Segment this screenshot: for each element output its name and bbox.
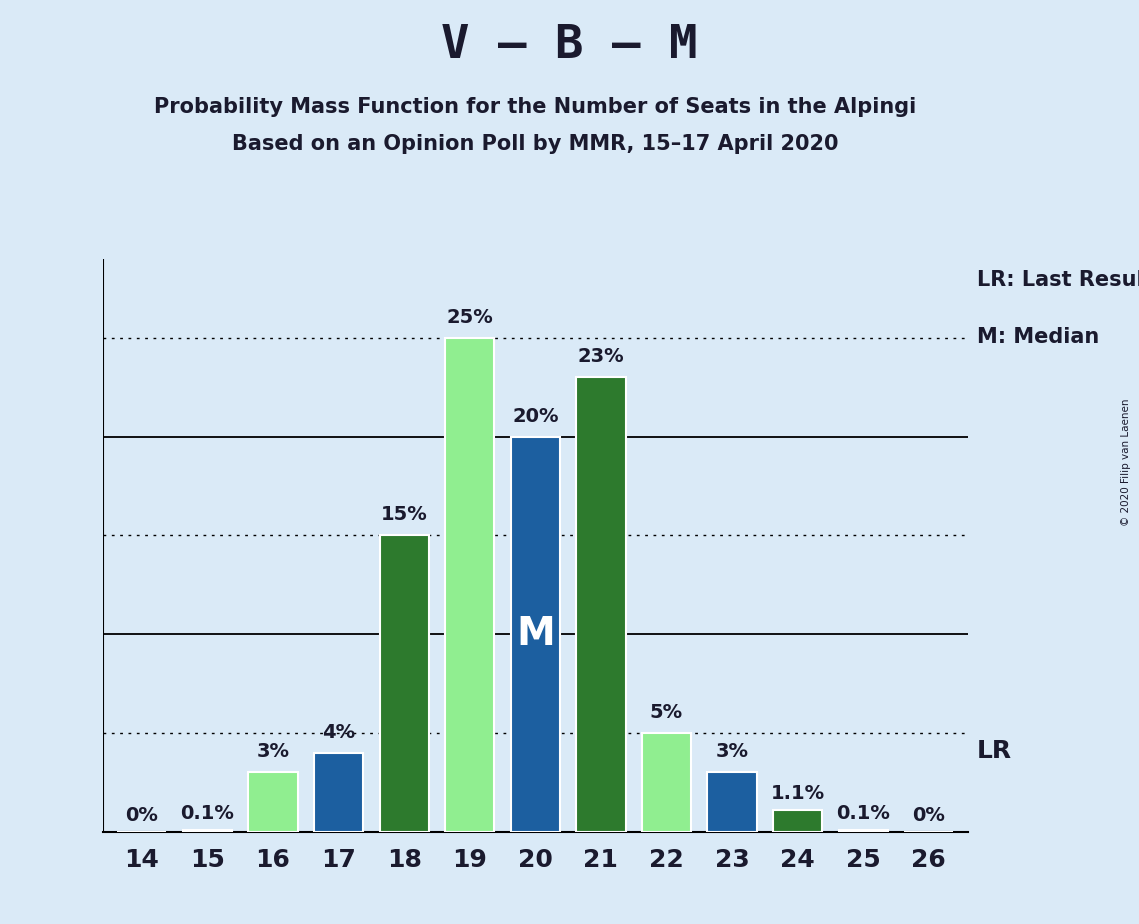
Text: 0%: 0% — [912, 806, 945, 825]
Text: © 2020 Filip van Laenen: © 2020 Filip van Laenen — [1121, 398, 1131, 526]
Bar — [314, 752, 363, 832]
Text: 1.1%: 1.1% — [771, 784, 825, 803]
Bar — [379, 535, 428, 832]
Bar — [183, 830, 232, 832]
Text: 5%: 5% — [650, 703, 683, 722]
Bar — [576, 377, 625, 832]
Text: 3%: 3% — [715, 743, 748, 761]
Bar — [445, 338, 494, 832]
Text: M: M — [516, 615, 555, 653]
Bar — [510, 436, 560, 832]
Text: 0.1%: 0.1% — [180, 804, 235, 822]
Text: Probability Mass Function for the Number of Seats in the Alpingi: Probability Mass Function for the Number… — [154, 97, 917, 117]
Text: 0%: 0% — [125, 806, 158, 825]
Text: 3%: 3% — [256, 743, 289, 761]
Text: 20%: 20% — [513, 407, 558, 426]
Text: 25%: 25% — [446, 308, 493, 327]
Text: M: Median: M: Median — [977, 327, 1099, 347]
Bar — [838, 830, 887, 832]
Bar — [773, 809, 822, 832]
Text: Based on an Opinion Poll by MMR, 15–17 April 2020: Based on an Opinion Poll by MMR, 15–17 A… — [232, 134, 838, 154]
Text: LR: Last Result: LR: Last Result — [977, 270, 1139, 290]
Text: 4%: 4% — [322, 723, 355, 742]
Bar — [248, 772, 297, 832]
Text: 15%: 15% — [380, 505, 427, 525]
Text: 0.1%: 0.1% — [836, 804, 891, 822]
Text: V – B – M: V – B – M — [441, 23, 698, 68]
Bar — [642, 733, 691, 832]
Text: 23%: 23% — [577, 347, 624, 367]
Text: LR: LR — [977, 739, 1011, 763]
Bar — [707, 772, 756, 832]
